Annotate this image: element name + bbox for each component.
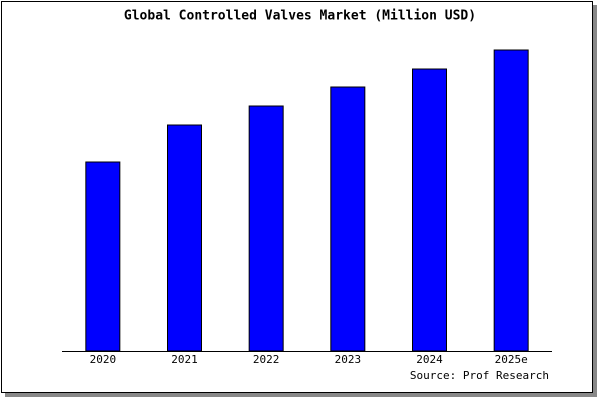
bar (248, 105, 284, 352)
bar (493, 49, 529, 352)
x-tick-label: 2021 (171, 353, 198, 366)
x-tick-label: 2025e (495, 353, 528, 366)
bar (330, 86, 366, 352)
bar (85, 161, 121, 352)
x-tick-label: 2020 (90, 353, 117, 366)
x-tick-label: 2022 (253, 353, 280, 366)
x-tick-label: 2024 (416, 353, 443, 366)
x-tick-label: 2023 (335, 353, 362, 366)
bar (412, 68, 447, 352)
bar (167, 124, 202, 352)
chart-title: Global Controlled Valves Market (Million… (124, 9, 476, 24)
source-note: Source: Prof Research (410, 369, 549, 382)
